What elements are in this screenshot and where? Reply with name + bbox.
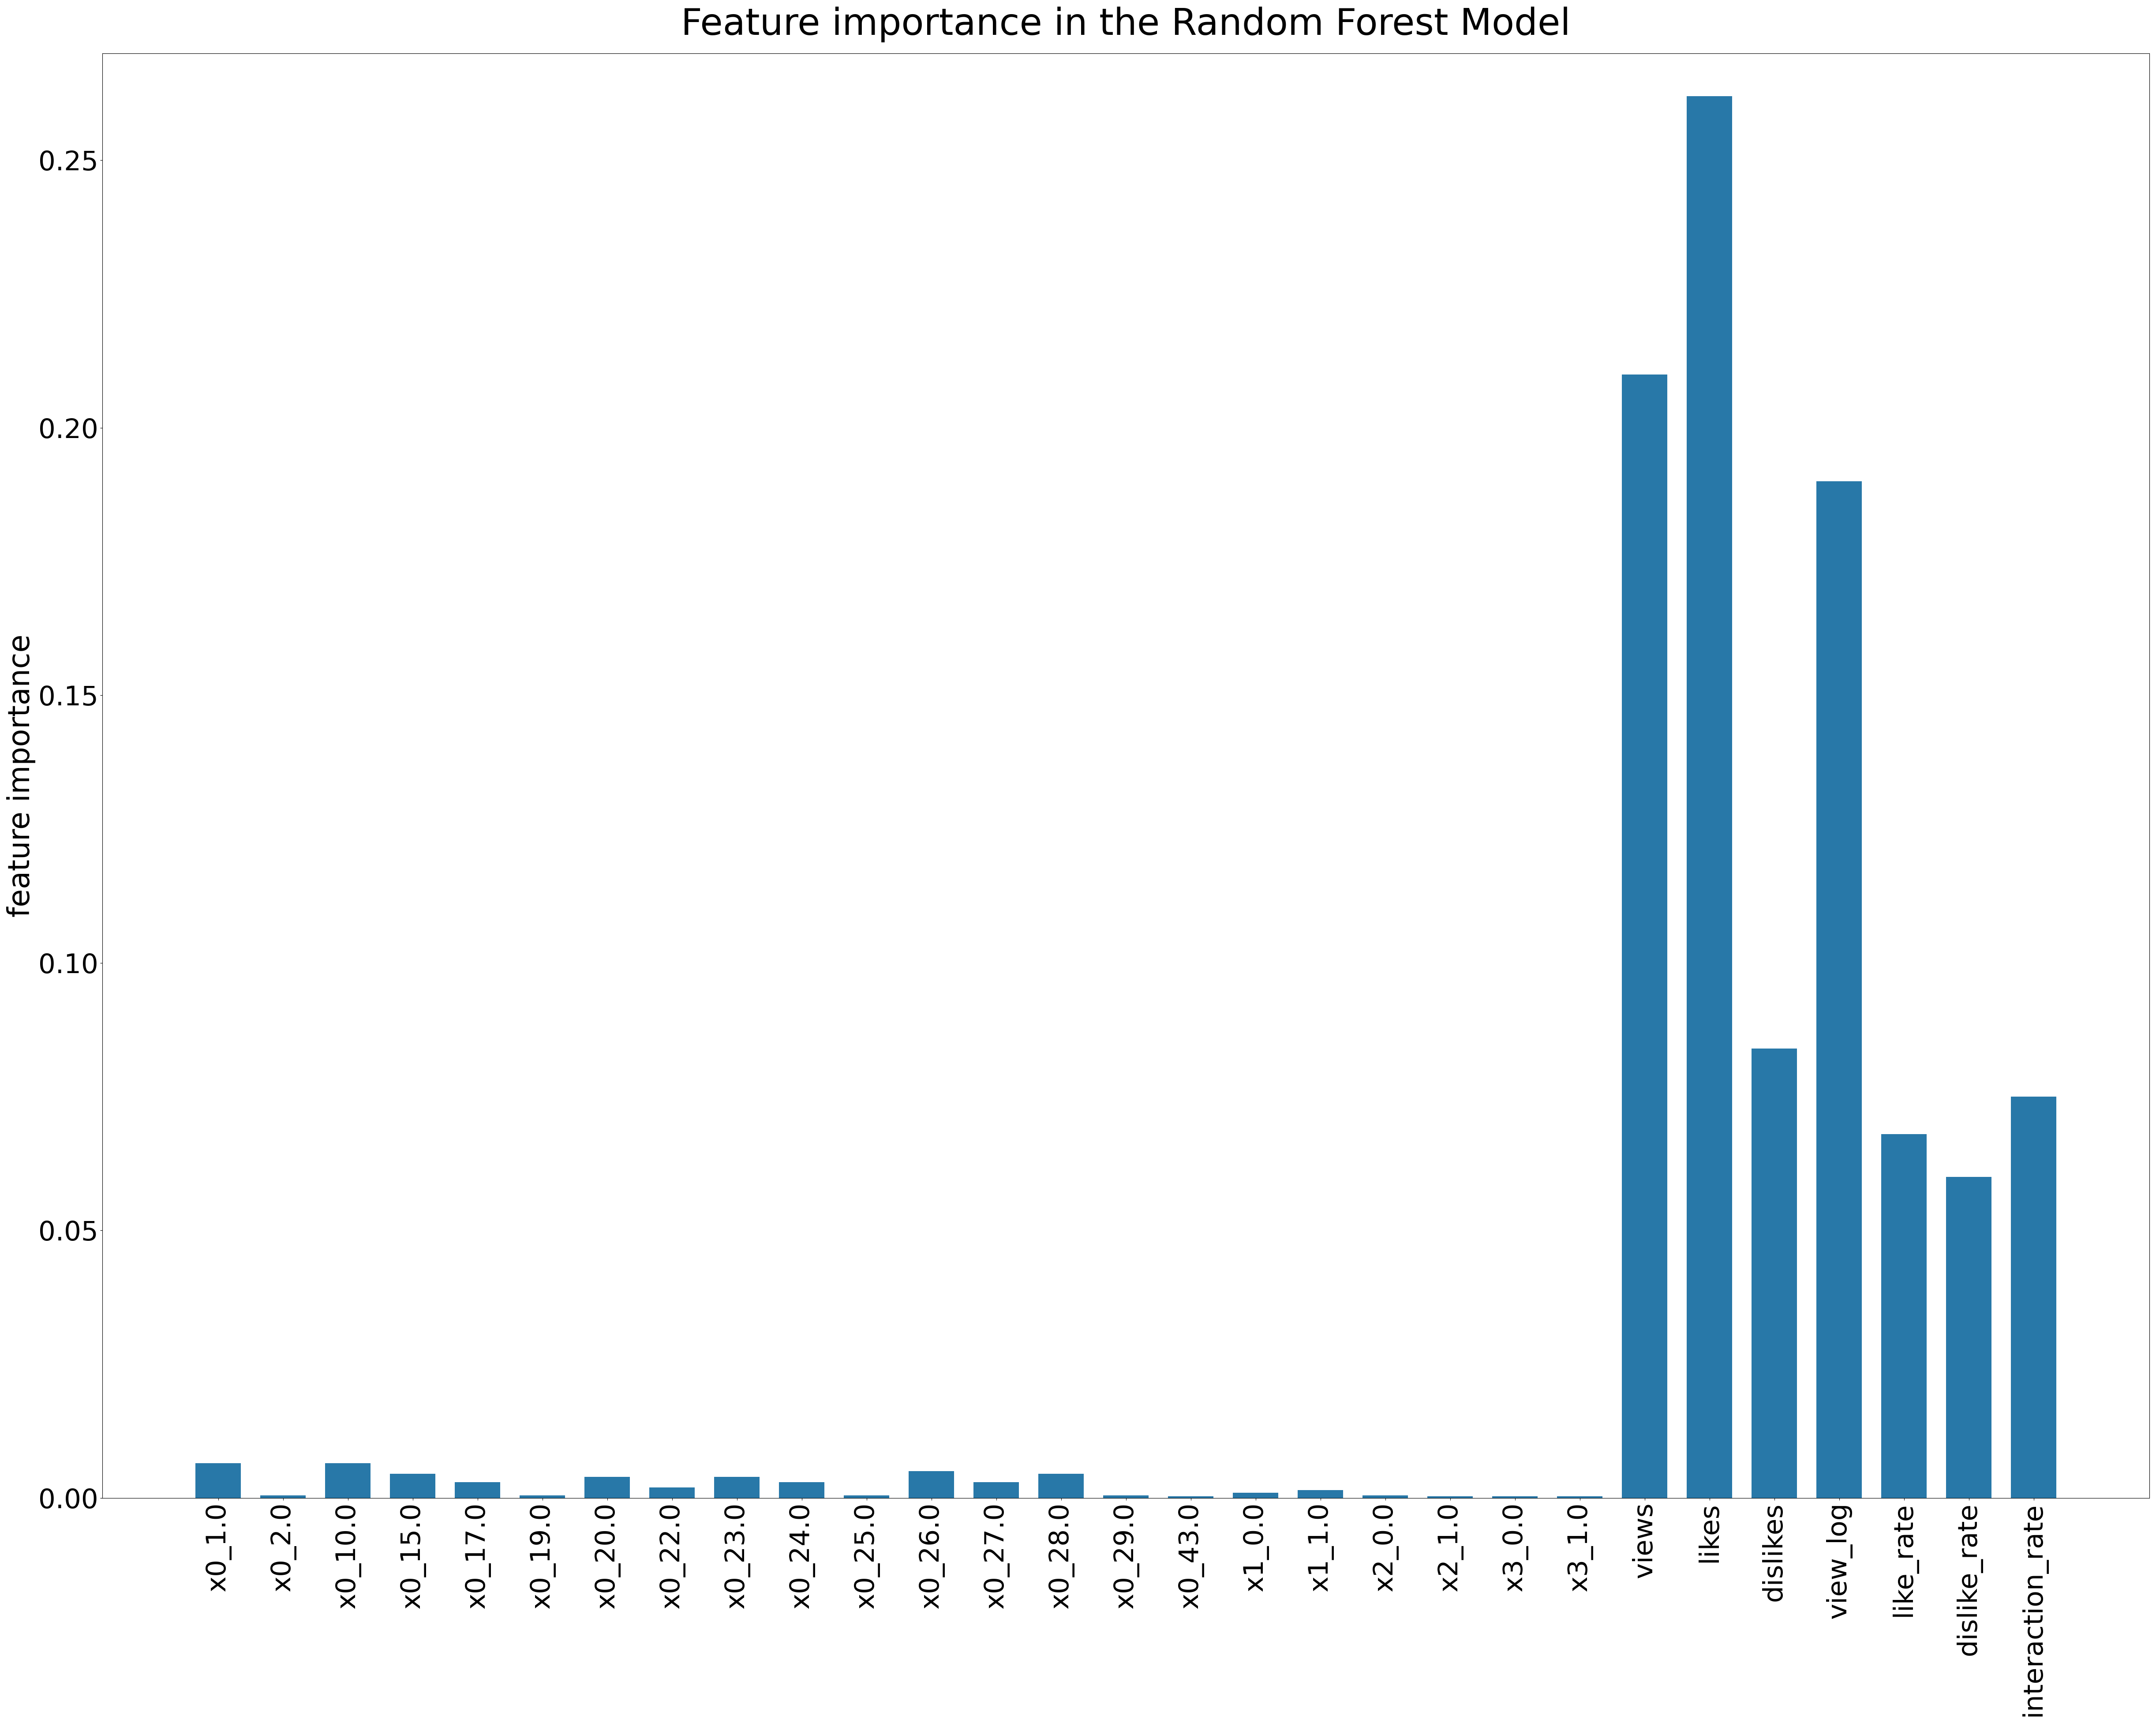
Bar	[1233, 1492, 1279, 1497]
Bar	[1818, 481, 1863, 1497]
Bar	[908, 1471, 955, 1497]
Bar	[778, 1482, 824, 1497]
Bar	[196, 1463, 241, 1497]
Bar	[1104, 1496, 1149, 1497]
Bar	[1298, 1490, 1343, 1497]
Bar	[261, 1496, 306, 1497]
Bar	[975, 1482, 1020, 1497]
Bar	[326, 1463, 371, 1497]
Y-axis label: feature importance: feature importance	[6, 634, 37, 917]
Bar	[584, 1477, 630, 1497]
Title: Feature importance in the Random Forest Model: Feature importance in the Random Forest …	[681, 7, 1570, 43]
Bar	[1882, 1134, 1927, 1497]
Bar	[1363, 1496, 1408, 1497]
Bar	[714, 1477, 759, 1497]
Bar	[1686, 96, 1731, 1497]
Bar	[843, 1496, 888, 1497]
Bar	[390, 1473, 436, 1497]
Bar	[1751, 1049, 1796, 1497]
Bar	[520, 1496, 565, 1497]
Bar	[1039, 1473, 1084, 1497]
Bar	[1621, 374, 1667, 1497]
Bar	[2012, 1098, 2057, 1497]
Bar	[455, 1482, 500, 1497]
Bar	[649, 1487, 694, 1497]
Bar	[1947, 1177, 1992, 1497]
